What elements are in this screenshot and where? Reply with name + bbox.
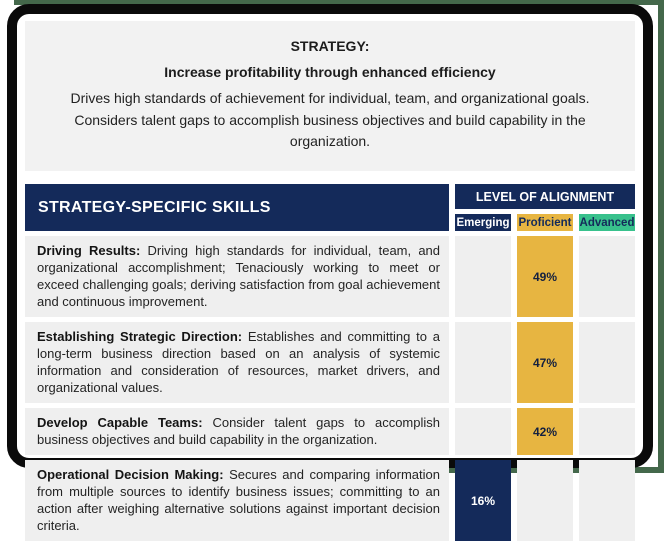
cell-proficient-value: 49% xyxy=(517,236,573,318)
level-header-proficient: Proficient xyxy=(517,214,573,232)
cell-advanced-empty xyxy=(579,408,635,456)
cell-emerging-empty xyxy=(455,322,511,404)
level-header-emerging: Emerging xyxy=(455,214,511,232)
cell-emerging-empty xyxy=(455,408,511,456)
skill-name: Develop Capable Teams: xyxy=(37,415,203,431)
skill-name: Operational Decision Making: xyxy=(37,467,224,483)
cell-advanced-empty xyxy=(579,322,635,404)
skill-description: Establishes and committing to a long-ter… xyxy=(37,329,440,396)
table-row-skill-strategic-direction: Establishing Strategic Direction: Establ… xyxy=(25,322,449,404)
cell-proficient-empty xyxy=(517,460,573,541)
strategy-title: Increase profitability through enhanced … xyxy=(164,64,496,80)
level-header-advanced: Advanced xyxy=(579,214,635,232)
cell-advanced-empty xyxy=(579,236,635,318)
skill-name: Driving Results: xyxy=(37,243,141,259)
cell-emerging-empty xyxy=(455,236,511,318)
table-row-skill-driving-results: Driving Results: Driving high standards … xyxy=(25,236,449,318)
cell-emerging-value: 16% xyxy=(455,460,511,541)
cell-advanced-empty xyxy=(579,460,635,541)
page-edge-top xyxy=(14,0,664,5)
skills-alignment-table: STRATEGY-SPECIFIC SKILLS LEVEL OF ALIGNM… xyxy=(25,184,635,541)
skill-description: Driving high standards for individual, t… xyxy=(37,243,441,310)
skill-name: Establishing Strategic Direction: xyxy=(37,329,243,345)
skill-description: Consider talent gaps to accomplish busin… xyxy=(37,415,440,448)
cell-proficient-value: 47% xyxy=(517,322,573,404)
cell-proficient-value: 42% xyxy=(517,408,573,456)
report-card: STRATEGY: Increase profitability through… xyxy=(7,4,653,541)
strategy-summary: STRATEGY: Increase profitability through… xyxy=(25,21,635,172)
page-edge-right xyxy=(658,0,664,467)
skills-column-header: STRATEGY-SPECIFIC SKILLS xyxy=(25,184,449,232)
table-row-skill-capable-teams: Develop Capable Teams: Consider talent g… xyxy=(25,408,449,456)
table-row-skill-decision-making: Operational Decision Making: Secures and… xyxy=(25,460,449,541)
strategy-label: STRATEGY: xyxy=(290,38,370,54)
alignment-column-header: LEVEL OF ALIGNMENT xyxy=(455,184,635,210)
strategy-description: Drives high standards of achievement for… xyxy=(70,90,590,150)
